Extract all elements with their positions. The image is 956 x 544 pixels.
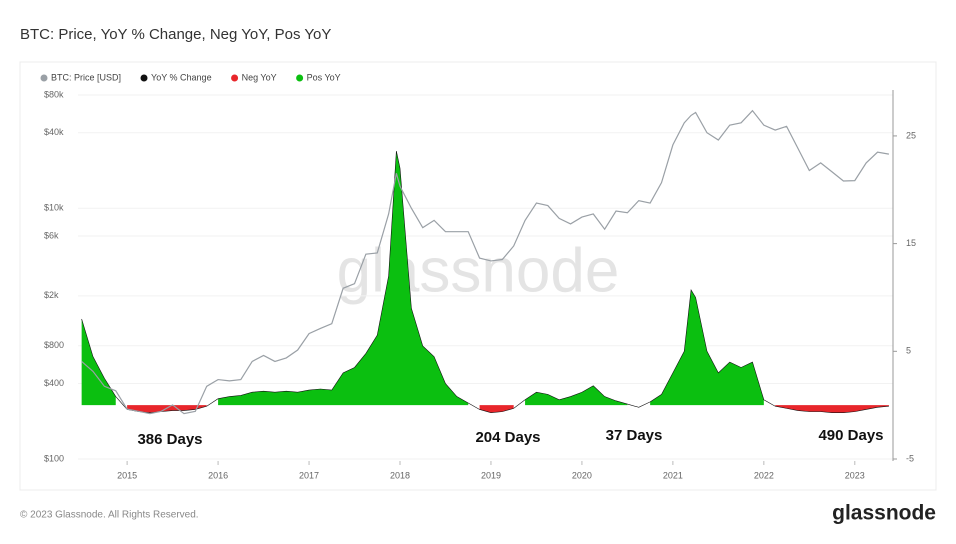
watermark: glassnode — [337, 236, 620, 305]
y2-tick-label: 15 — [906, 238, 916, 248]
area — [81, 319, 116, 406]
annotation: 386 Days — [137, 431, 202, 448]
x-tick-label: 2020 — [572, 470, 592, 480]
y-tick-label: $10k — [44, 203, 64, 213]
annotation: 204 Days — [475, 429, 540, 446]
legend-marker — [296, 74, 304, 82]
legend-marker — [231, 74, 239, 82]
y-tick-label: $6k — [44, 230, 59, 240]
y-tick-label: $800 — [44, 340, 64, 350]
area — [650, 289, 764, 406]
area — [218, 151, 469, 406]
x-tick-label: 2016 — [208, 470, 228, 480]
y-tick-label: $100 — [44, 453, 64, 463]
x-tick-label: 2015 — [117, 470, 137, 480]
logo: glassnode — [832, 502, 936, 525]
legend-label: BTC: Price [USD] — [51, 72, 121, 82]
x-tick-label: 2023 — [845, 470, 865, 480]
copyright: © 2023 Glassnode. All Rights Reserved. — [20, 510, 199, 521]
line — [81, 150, 889, 413]
x-tick-label: 2017 — [299, 470, 319, 480]
legend-marker — [140, 74, 148, 82]
annotation: 37 Days — [606, 427, 663, 444]
area — [479, 405, 514, 413]
y-tick-label: $2k — [44, 290, 59, 300]
legend-label: Neg YoY — [242, 72, 277, 82]
area — [127, 405, 207, 413]
legend-marker — [40, 74, 48, 82]
legend-label: Pos YoY — [307, 72, 341, 82]
x-tick-label: 2018 — [390, 470, 410, 480]
x-tick-label: 2019 — [481, 470, 501, 480]
y-tick-label: $40k — [44, 127, 64, 137]
y-tick-label: $400 — [44, 378, 64, 388]
y2-tick-label: -5 — [906, 453, 914, 463]
x-tick-label: 2021 — [663, 470, 683, 480]
annotation: 490 Days — [818, 427, 883, 444]
area — [525, 385, 628, 406]
y2-tick-label: 5 — [906, 346, 911, 356]
chart-title: BTC: Price, YoY % Change, Neg YoY, Pos Y… — [20, 26, 331, 43]
y2-tick-label: 25 — [906, 130, 916, 140]
legend-label: YoY % Change — [151, 72, 212, 82]
panel — [19, 61, 937, 491]
line — [81, 109, 890, 415]
x-tick-label: 2022 — [754, 470, 774, 480]
y-tick-label: $80k — [44, 89, 64, 99]
